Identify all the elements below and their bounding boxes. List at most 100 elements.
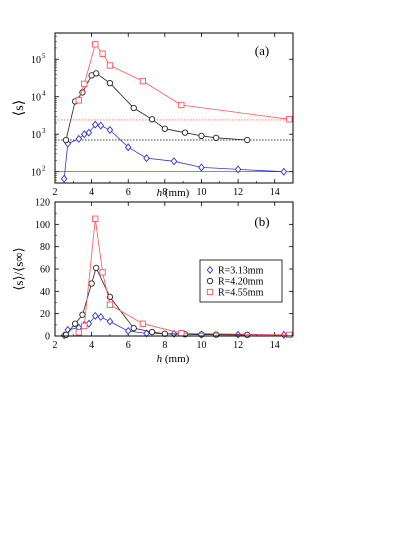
panel-a-y-tick-exponent: 4 bbox=[42, 90, 46, 98]
panel-a-point-diamond bbox=[234, 165, 242, 174]
panel-b-point-circle bbox=[244, 331, 251, 339]
panel-a-point-circle bbox=[161, 125, 168, 132]
panel-b-x-axis-label: h (mm) bbox=[157, 353, 190, 365]
panel-a-point-diamond bbox=[85, 128, 93, 137]
panel-b-x-tick-label: 8 bbox=[162, 340, 167, 351]
panel-a-y-tick-exponent: 2 bbox=[42, 165, 46, 173]
panel-b-point-diamond bbox=[124, 326, 132, 335]
panel-b-point-square bbox=[106, 301, 114, 308]
panel-b-y-tick-label: 0 bbox=[45, 332, 50, 343]
panel-a-point-circle bbox=[93, 70, 100, 77]
panel-b-frame bbox=[54, 201, 294, 337]
panel-a-x-tick-label: 2 bbox=[53, 187, 58, 198]
panel-b-series-line-square bbox=[78, 218, 290, 336]
panel-b-x-tick-label: 2 bbox=[53, 340, 58, 351]
panel-b: 2 4 6 8 10 12 14 0 20 40 60 80 100 120 (b) ⟨s⟩/⟨s∞⟩ h… bbox=[11, 198, 294, 365]
panel-a-y-tick-label: 10 bbox=[31, 130, 41, 141]
panel-b-point-square bbox=[139, 320, 147, 327]
panel-a-point-square bbox=[286, 116, 293, 123]
legend-label-0: R=3.13mm bbox=[218, 266, 264, 277]
panel-a-label: (a) bbox=[255, 43, 269, 58]
panel-a-x-tick-label: 14 bbox=[270, 187, 280, 198]
panel-a-point-circle bbox=[181, 129, 189, 136]
panel-b-point-circle bbox=[71, 320, 79, 327]
panel-a-point-diamond bbox=[106, 125, 114, 134]
panel-b-x-tick-label: 4 bbox=[89, 340, 94, 351]
panel-b-y-tick-label: 20 bbox=[40, 309, 50, 320]
panel-a-point-circle bbox=[198, 132, 205, 140]
panel-a-point-square bbox=[139, 77, 147, 85]
panel-a-point-square bbox=[75, 97, 82, 104]
legend-box bbox=[199, 259, 283, 303]
panel-a-point-square bbox=[99, 50, 106, 57]
panel-b-y-tick-label: 60 bbox=[40, 265, 50, 276]
legend-marker-square bbox=[206, 288, 214, 296]
panel-a-series-line-diamond bbox=[63, 124, 284, 179]
panel-a-y-axis-label: ⟨s⟩ bbox=[12, 100, 27, 116]
panel-a-point-circle bbox=[148, 116, 156, 123]
panel-a-point-circle bbox=[212, 134, 220, 141]
panel-b-point-circle bbox=[148, 328, 156, 336]
panel-a-point-circle bbox=[106, 79, 114, 87]
panel-a-point-diamond bbox=[143, 154, 150, 163]
panel-b-point-square bbox=[286, 331, 293, 339]
panel-b-point-square bbox=[81, 322, 88, 330]
panel-b-y-tick-label: 40 bbox=[40, 287, 50, 298]
panel-a-y-tick-exponent: 3 bbox=[42, 127, 46, 135]
panel-a-x-tick-label: 4 bbox=[89, 187, 94, 198]
panel-b-point-square bbox=[75, 329, 82, 336]
panel-a-point-diamond bbox=[75, 134, 83, 143]
panel-b-point-circle bbox=[88, 280, 95, 287]
panel-a-series-line-circle bbox=[65, 72, 248, 141]
panel-b-point-square bbox=[92, 215, 99, 222]
panel-b-point-square bbox=[178, 330, 185, 337]
panel-a-frame bbox=[54, 32, 294, 184]
panel-a-point-square bbox=[92, 41, 99, 48]
legend-marker-circle bbox=[206, 277, 214, 285]
panel-a-x-tick-label: 10 bbox=[196, 187, 206, 198]
panel-b-x-tick-label: 12 bbox=[233, 340, 243, 351]
legend-label-1: R=4.20mm bbox=[218, 277, 264, 288]
panel-b-x-tick-label: 6 bbox=[126, 340, 131, 351]
panel-a-y-tick-exponent: 5 bbox=[42, 52, 46, 60]
panel-b-x-tick-label: 14 bbox=[270, 340, 280, 351]
panel-a-point-diamond bbox=[124, 143, 132, 152]
panel-a-point-diamond bbox=[81, 130, 88, 139]
panel-a-point-diamond bbox=[91, 120, 99, 129]
panel-b-point-diamond bbox=[106, 317, 114, 326]
panel-b-y-tick-label: 100 bbox=[35, 220, 50, 231]
panel-b-point-diamond bbox=[85, 319, 93, 328]
panel-b-point-square bbox=[99, 269, 106, 276]
panel-a-x-tick-label: 12 bbox=[233, 187, 243, 198]
panel-b-point-diamond bbox=[97, 313, 105, 322]
panel-a-y-tick-label: 10 bbox=[31, 93, 41, 104]
panel-b-point-circle bbox=[62, 331, 70, 339]
panel-b-y-tick-label: 120 bbox=[35, 198, 50, 209]
panel-b-point-diamond bbox=[143, 329, 150, 338]
panel-a-point-diamond bbox=[97, 121, 105, 130]
panel-a-point-circle bbox=[62, 136, 70, 144]
panel-a-point-circle bbox=[244, 136, 251, 144]
panel-a-y-tick-label: 10 bbox=[31, 55, 41, 66]
panel-b-x-tick-label: 10 bbox=[196, 340, 206, 351]
panel-b-point-circle bbox=[212, 331, 220, 338]
panel-b-plot-area: 2 4 6 8 10 12 14 0 20 40 60 80 100 120 bbox=[35, 198, 293, 351]
panel-b-point-diamond bbox=[91, 311, 99, 320]
panel-b-y-axis-label: ⟨s⟩/⟨s∞⟩ bbox=[11, 247, 26, 290]
panel-b-point-circle bbox=[130, 325, 137, 332]
panel-a-x-tick-label: 8 bbox=[162, 187, 167, 198]
legend-marker-diamond bbox=[206, 265, 214, 275]
panel-a-point-circle bbox=[130, 104, 137, 112]
panel-a-point-diamond bbox=[60, 174, 68, 183]
panel-a-y-tick-label: 10 bbox=[31, 168, 41, 179]
panel-a-point-diamond bbox=[170, 157, 178, 166]
panel-b-label: (b) bbox=[254, 214, 269, 229]
panel-a-x-axis-label: h (mm) bbox=[157, 187, 190, 199]
panel-b-y-tick-label: 80 bbox=[40, 242, 50, 253]
panel-a-point-square bbox=[106, 62, 114, 69]
panel-a-point-square bbox=[81, 80, 88, 88]
